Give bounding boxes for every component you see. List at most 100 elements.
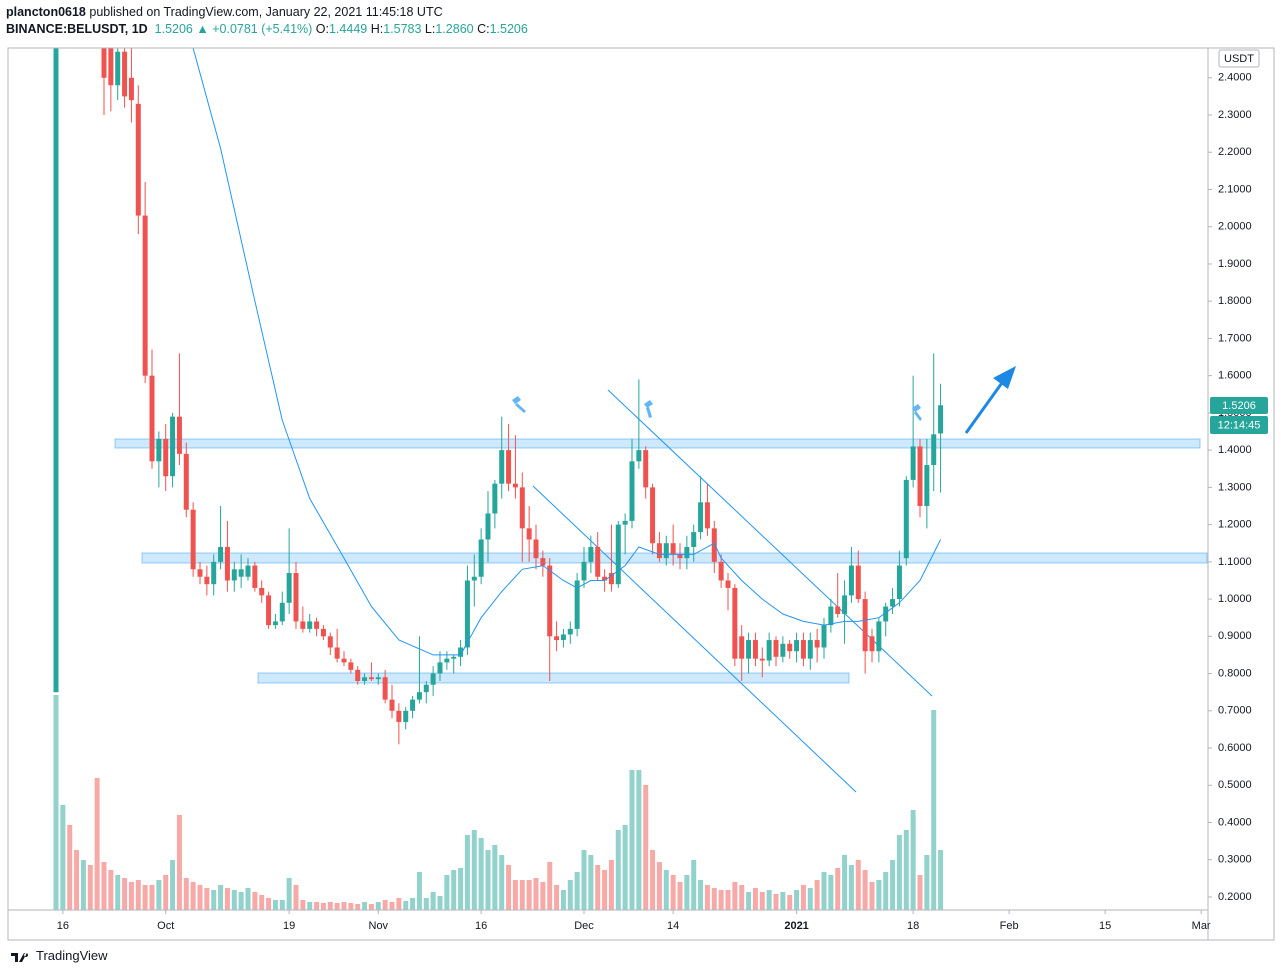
volume-bar — [567, 880, 573, 910]
candle-body — [478, 539, 484, 577]
candle-body — [560, 634, 566, 641]
y-tick-label: 1.1000 — [1218, 556, 1252, 568]
volume-bar — [437, 896, 443, 910]
volume-bar — [773, 894, 779, 910]
y-tick-label: 1.0000 — [1218, 593, 1252, 605]
x-tick-label: 19 — [283, 920, 295, 932]
volume-bar — [368, 904, 374, 910]
volume-bar — [224, 888, 230, 910]
volume-bar — [684, 875, 690, 910]
candle-body — [368, 677, 374, 680]
x-tick-label: Mar — [1192, 920, 1211, 932]
candle-body — [190, 509, 196, 570]
y-tick-label: 1.2000 — [1218, 519, 1252, 531]
volume-bar — [183, 878, 189, 910]
candle-body — [835, 606, 841, 614]
y-tick-label: 2.1000 — [1218, 183, 1252, 195]
x-tick-label: Dec — [574, 920, 594, 932]
volume-bar — [122, 878, 128, 910]
ohlc-label: H: — [370, 22, 384, 36]
candle-body — [396, 710, 402, 722]
countdown-box — [1210, 416, 1268, 434]
y-tick-label: 0.6000 — [1218, 742, 1252, 754]
volume-bar — [348, 903, 354, 910]
ohlc-label: C: — [477, 22, 490, 36]
volume-bar — [910, 810, 916, 910]
volume-bar — [855, 860, 861, 910]
candle-body — [896, 565, 902, 600]
volume-bar — [862, 870, 868, 910]
volume-bar — [581, 850, 587, 910]
candle-body — [286, 573, 292, 603]
candle-body — [197, 569, 203, 577]
candle-body — [869, 636, 875, 652]
y-tick-label: 1.6000 — [1218, 370, 1252, 382]
volume-bar — [691, 860, 697, 910]
volume-bar — [931, 710, 937, 910]
candle-body — [485, 513, 491, 540]
candle-body — [903, 479, 909, 559]
volume-bar — [800, 885, 806, 910]
volume-bar — [430, 892, 436, 910]
candle-body — [506, 450, 512, 484]
candle-body — [444, 658, 450, 663]
volume-bar — [362, 902, 368, 910]
candle-body — [622, 520, 628, 525]
candle-body — [320, 628, 326, 637]
candle-body — [704, 502, 710, 529]
candle-body — [300, 621, 306, 629]
candle-body — [752, 640, 758, 659]
volume-bar — [883, 872, 889, 910]
x-tick-label: 15 — [1099, 920, 1111, 932]
volume-bar — [293, 885, 299, 910]
header: plancton0618 published on TradingView.co… — [6, 4, 528, 38]
last-price-box — [1210, 397, 1268, 414]
volume-bar — [499, 855, 505, 910]
arrow — [964, 366, 1016, 434]
candle-body — [636, 450, 642, 462]
candle-body — [643, 450, 649, 488]
candle-body — [423, 684, 429, 693]
candle-body — [691, 532, 697, 547]
x-tick-label: Oct — [157, 920, 174, 932]
volume-bar — [574, 872, 580, 910]
candle-body — [876, 621, 882, 652]
y-tick-label: 0.4000 — [1218, 816, 1252, 828]
volume-bar — [74, 850, 80, 910]
candle-body — [519, 487, 525, 529]
countdown-label: 12:14:45 — [1218, 419, 1261, 431]
volume-bar — [259, 895, 265, 910]
y-tick-label: 0.2000 — [1218, 891, 1252, 903]
volume-bar — [218, 885, 224, 910]
volume-bar — [60, 805, 66, 910]
moving-average — [192, 48, 942, 656]
y-tick-label: 2.0000 — [1218, 221, 1252, 233]
volume-bar — [149, 885, 155, 910]
candle-body — [204, 576, 210, 585]
volume-bar — [739, 885, 745, 910]
volume-bar — [622, 825, 628, 910]
ohlc-value: 1.4449 — [328, 22, 368, 36]
candle-body — [718, 561, 724, 581]
volume-bar — [643, 785, 649, 910]
candle-body — [348, 662, 354, 670]
volume-bar — [142, 885, 148, 910]
candle-body — [615, 524, 621, 585]
candle-body — [355, 669, 361, 682]
candle-body — [307, 621, 313, 629]
candle-body — [711, 528, 717, 562]
volume-bar — [704, 885, 710, 910]
volume-bar — [334, 903, 340, 910]
volume-bar — [670, 875, 676, 910]
candle-body — [416, 692, 422, 700]
volume-bar — [245, 888, 251, 910]
candle-body — [759, 658, 765, 661]
y-tick-label: 2.3000 — [1218, 109, 1252, 121]
y-tick-label: 0.5000 — [1218, 779, 1252, 791]
volume-bar — [266, 898, 272, 910]
candle-body — [341, 658, 347, 663]
volume-bar — [595, 865, 601, 910]
x-tick-label: Feb — [1000, 920, 1019, 932]
x-tick-label: 14 — [667, 920, 679, 932]
volume-bar — [794, 890, 800, 910]
